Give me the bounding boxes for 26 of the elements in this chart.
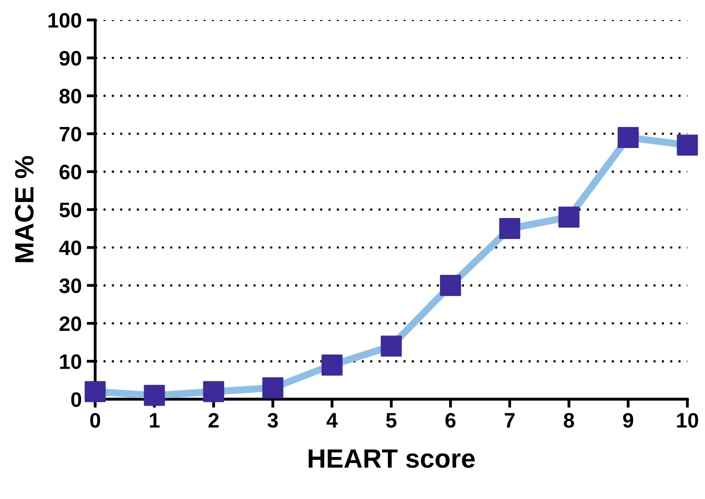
x-tick-label: 7 (504, 413, 515, 428)
y-tick-label: 100 (48, 12, 82, 28)
y-tick-label: 80 (59, 88, 82, 104)
x-tick-label: 0 (90, 412, 100, 428)
x-tick-label: 2 (208, 412, 219, 428)
x-tick-label: 3 (268, 412, 278, 428)
x-tick-label: 4 (326, 413, 338, 428)
y-tick-label: 50 (59, 202, 82, 218)
x-axis-title: HEART score (308, 449, 475, 468)
x-tick-label: 10 (677, 412, 698, 428)
x-tick-label: 9 (623, 412, 634, 428)
y-tick-label: 60 (60, 164, 82, 180)
y-tick-label: 30 (59, 278, 82, 294)
x-tick-label: 1 (150, 413, 160, 428)
x-tick-label: 8 (564, 412, 574, 428)
y-axis-title: MACE % (14, 156, 34, 262)
point (322, 354, 343, 376)
y-tick-label: 70 (60, 126, 82, 142)
x-tick-label: 6 (445, 412, 456, 428)
point (84, 381, 106, 402)
y-tick-label: 40 (59, 240, 82, 256)
x-tick-label: 5 (386, 413, 396, 428)
y-tick-label: 90 (60, 50, 82, 66)
y-tick-label: 0 (71, 392, 82, 407)
y-tick-label: 10 (60, 354, 82, 370)
y-tick-label: 20 (60, 316, 82, 332)
